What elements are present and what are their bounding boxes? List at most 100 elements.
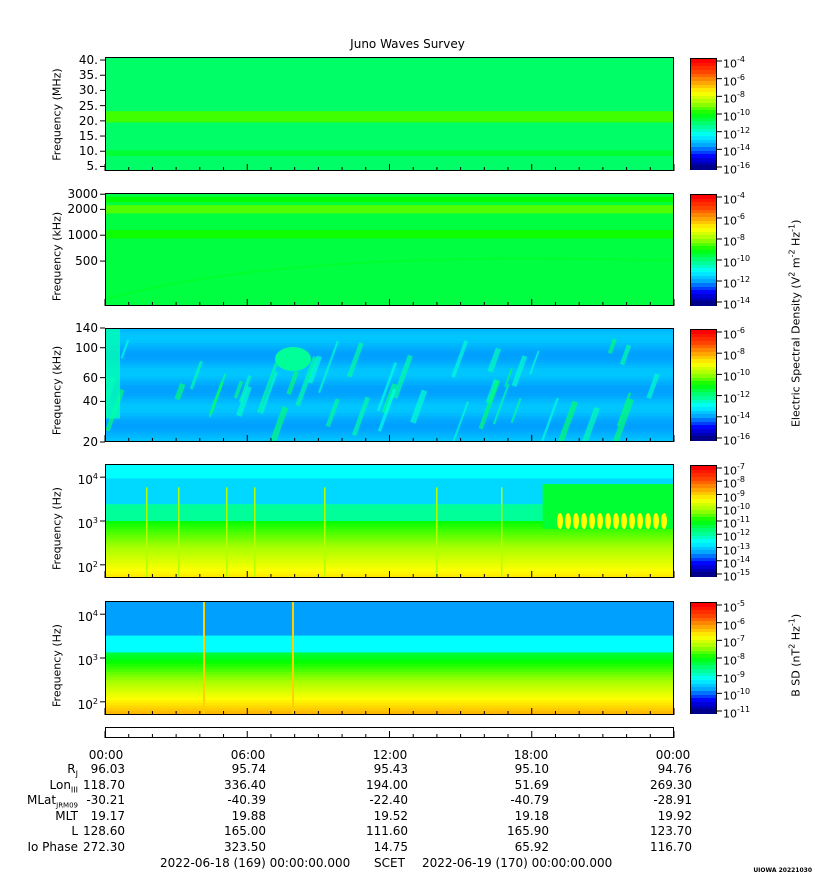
colorbar-step (691, 665, 716, 670)
spectrogram-row (106, 125, 673, 129)
colorbar-step (691, 705, 716, 710)
spectrogram-row (106, 674, 673, 679)
colorbar-tick-label: 10-7 (723, 634, 745, 650)
spectrogram-row (106, 263, 673, 267)
colorbar-step (691, 484, 716, 489)
colorbar-step (691, 209, 716, 214)
spectrogram-row (106, 602, 673, 606)
ephemeris-value: 95.74 (231, 762, 266, 776)
spectrogram-row (106, 207, 673, 212)
ephemeris-value: 269.30 (650, 777, 692, 792)
spectrogram-row (106, 69, 673, 73)
colorbar-step (691, 337, 716, 342)
spectrogram-row (106, 368, 673, 372)
colorbar-step (691, 698, 716, 703)
colorbar-step (691, 550, 716, 555)
ephemeris-value: 95.43 (373, 762, 408, 776)
spectrogram-row (106, 646, 673, 651)
colorbar-step (691, 603, 716, 608)
colorbar-0 (690, 58, 717, 170)
spectrogram-row (106, 128, 673, 132)
colorbar-tick-label: 10-10 (723, 501, 751, 518)
spectrogram-row (106, 546, 673, 550)
y-tick-label: 5. (86, 159, 98, 174)
colorbar-step (691, 363, 716, 368)
emission-streak (325, 398, 340, 428)
spectrogram-row (106, 509, 673, 514)
spectrogram-row (106, 686, 673, 690)
emission-streak (377, 388, 397, 432)
emission-blob (581, 513, 587, 529)
time-label-1: 06:00 (230, 748, 266, 762)
ephemeris-value: 14.75 (373, 839, 408, 854)
colorbar-tick-label: 10-8 (723, 475, 745, 491)
colorbar-step (691, 694, 716, 699)
spectrogram-row (106, 700, 673, 704)
colorbar-step (691, 636, 716, 641)
ephemeris-value: 336.40 (224, 777, 266, 792)
colorbar-step (691, 283, 716, 288)
emission-streak (317, 340, 339, 394)
colorbar-step (691, 348, 716, 353)
y-tick-label: 40. (78, 53, 98, 68)
ephemeris-value: 65.92 (514, 839, 549, 854)
spectrogram-row (106, 373, 673, 378)
colorbar-step (691, 480, 716, 485)
spectrogram-row (106, 97, 673, 101)
spectrogram-row (106, 501, 673, 505)
colorbar-tick-label: 10-15 (723, 568, 751, 584)
emission-streak (511, 355, 528, 387)
colorbar-step (691, 377, 716, 382)
colorbar-step (691, 88, 716, 93)
spectrogram-row (106, 136, 673, 140)
colorbar-tick-label: 10-10 (723, 254, 751, 270)
spectrogram-row (106, 351, 673, 355)
spectrogram-row (106, 672, 673, 676)
colorbar-tick-label: 10-4 (723, 55, 745, 71)
emission-band (106, 465, 673, 479)
spectrogram-row (106, 94, 673, 98)
spectrogram-row (106, 387, 673, 392)
emission-streak (529, 350, 540, 375)
spectrogram-row (106, 421, 673, 425)
colorbar-step (691, 341, 716, 346)
colorbar-step (691, 610, 716, 615)
colorbar-step (691, 510, 716, 515)
spectrogram-row (106, 385, 673, 389)
ephemeris-value: 19.88 (231, 808, 266, 823)
colorbar-2 (690, 329, 717, 441)
emission-streak (607, 338, 617, 354)
colorbar-step (691, 359, 716, 364)
y-tick-label: 30. (78, 83, 98, 98)
spectrogram-row (106, 268, 673, 273)
colorbar-tick-label: 10-12 (723, 275, 751, 291)
emission-spike (203, 602, 205, 714)
emission-streak (451, 340, 469, 378)
colorbar-step (691, 59, 716, 64)
emission-streak (376, 362, 398, 412)
spectrogram-row (106, 660, 673, 665)
colorbar-step (691, 543, 716, 548)
ephemeris-value: -30.21 (86, 793, 125, 807)
spectrogram-row (106, 705, 673, 709)
spectrogram-row (106, 663, 673, 667)
spectrogram-row (106, 507, 673, 511)
colorbar-step (691, 546, 716, 551)
colorbar-tick-label: 10-6 (723, 212, 745, 228)
emission-streak (449, 401, 469, 441)
colorbar-step (691, 396, 716, 401)
colorbar-step (691, 150, 716, 155)
colorbar-tick-label: 10-12 (723, 528, 751, 544)
y-tick-label: 15. (78, 129, 98, 144)
colorbar-step (691, 676, 716, 681)
colorbar-step (691, 535, 716, 540)
spectrogram-row (106, 407, 673, 411)
spectrogram-row (106, 568, 673, 572)
spectrogram-row (106, 210, 673, 215)
spectrogram-row (106, 563, 673, 567)
colorbar-step (691, 702, 716, 707)
spectrogram-row (106, 415, 673, 420)
colorbar-tick-label: 10-16 (723, 161, 751, 177)
colorbar-step (691, 506, 716, 511)
